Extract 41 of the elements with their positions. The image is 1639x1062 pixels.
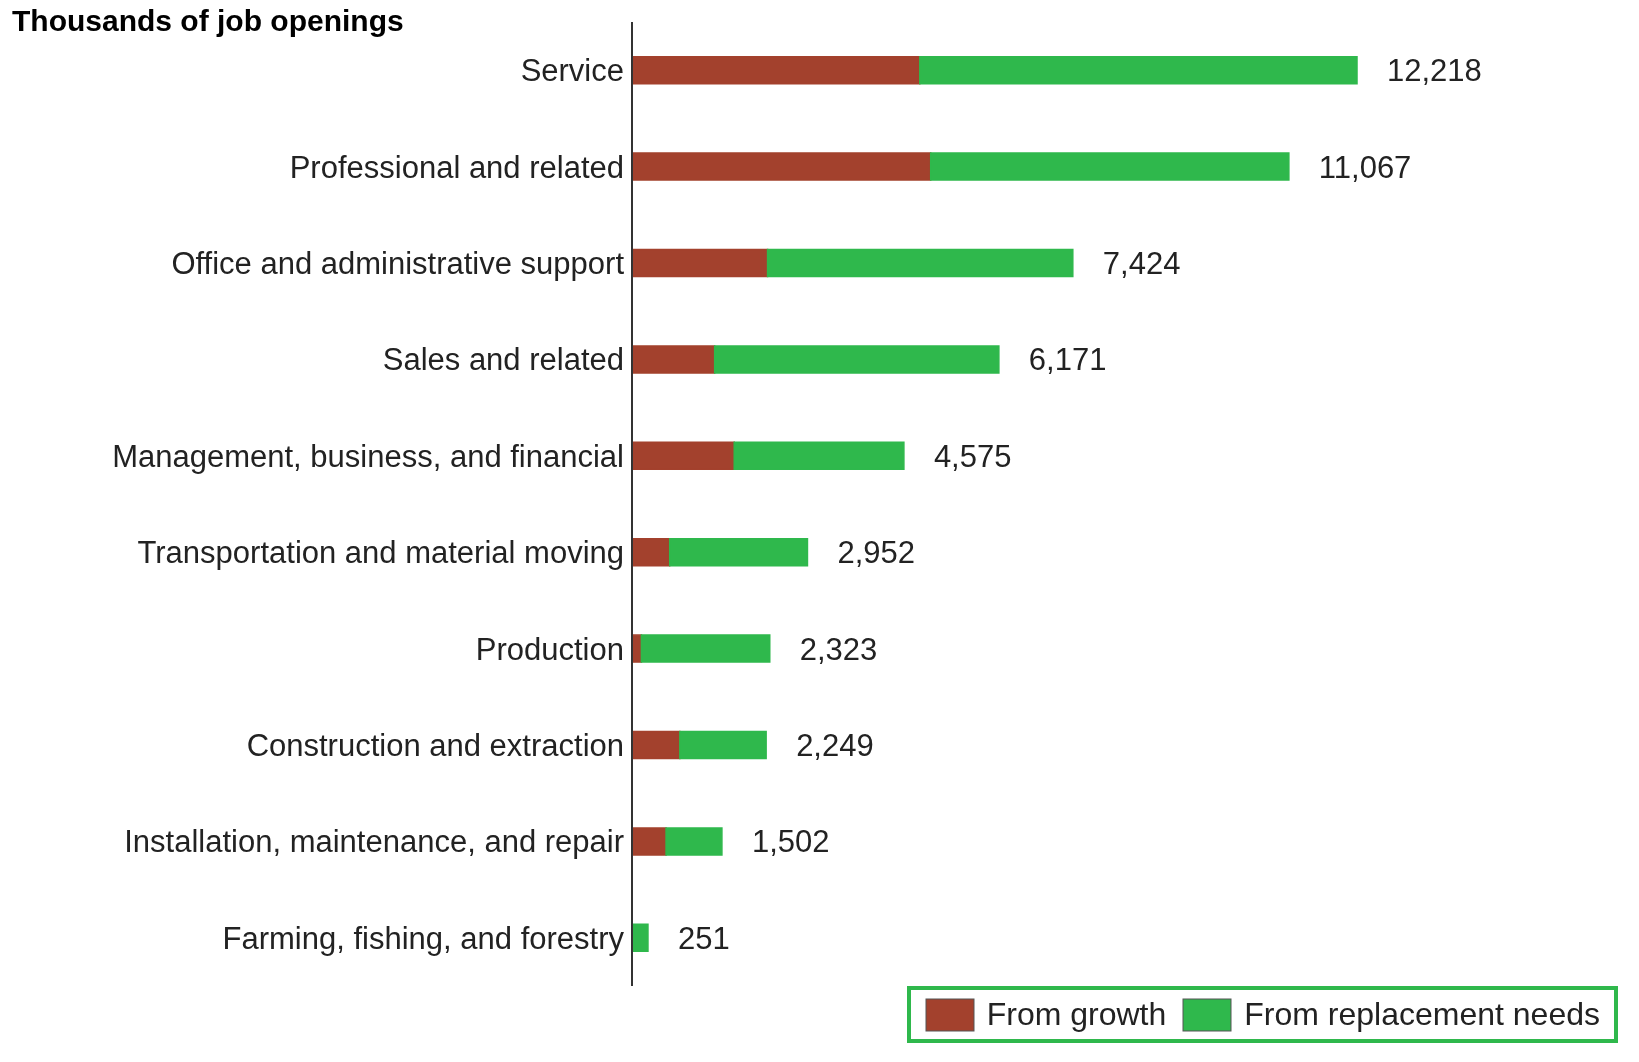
annotation: 7,424 bbox=[1102, 246, 1181, 282]
legend-label: From replacement needs bbox=[1243, 996, 1600, 1033]
y-tick-label: Office and administrative support bbox=[171, 246, 625, 282]
y-tick-label: Sales and related bbox=[382, 342, 624, 378]
annotation: 6,171 bbox=[1028, 342, 1107, 378]
bar bbox=[919, 55, 1358, 85]
text: Thousands of job openings bbox=[12, 4, 404, 38]
bar bbox=[632, 152, 932, 181]
bar bbox=[632, 537, 671, 567]
annotation: 12,218 bbox=[1387, 53, 1482, 89]
bar bbox=[632, 730, 681, 760]
annotation: 4,575 bbox=[933, 438, 1012, 474]
annotation: 2,249 bbox=[796, 728, 874, 764]
annotation: 251 bbox=[677, 920, 730, 956]
annotation: 1,502 bbox=[751, 824, 830, 860]
bar bbox=[632, 248, 769, 278]
y-tick-label: Professional and related bbox=[289, 149, 624, 185]
bar bbox=[679, 730, 767, 760]
bar bbox=[632, 345, 716, 374]
y-tick-label: Transportation and material moving bbox=[137, 535, 624, 571]
y-tick-label: Construction and extraction bbox=[246, 728, 624, 764]
y-tick-label: Service bbox=[520, 53, 624, 89]
bar bbox=[929, 152, 1290, 181]
y-tick-label: Installation, maintenance, and repair bbox=[124, 824, 624, 860]
bar bbox=[632, 923, 649, 953]
legend-label: From growth bbox=[985, 996, 1167, 1033]
bar bbox=[713, 345, 1000, 374]
bar bbox=[668, 537, 809, 567]
bar bbox=[766, 248, 1074, 278]
y-tick-label: Farming, fishing, and forestry bbox=[222, 920, 625, 956]
annotation: 11,067 bbox=[1318, 149, 1412, 185]
y-tick-label: Production bbox=[475, 631, 624, 667]
annotation: 2,952 bbox=[837, 535, 916, 571]
bar bbox=[665, 827, 723, 856]
bar bbox=[640, 634, 771, 663]
y-tick-label: Management, business, and financial bbox=[112, 438, 624, 474]
bar bbox=[632, 441, 735, 471]
bar bbox=[733, 441, 905, 471]
annotation: 2,323 bbox=[799, 631, 878, 667]
bar bbox=[632, 55, 921, 85]
bar bbox=[632, 827, 667, 856]
